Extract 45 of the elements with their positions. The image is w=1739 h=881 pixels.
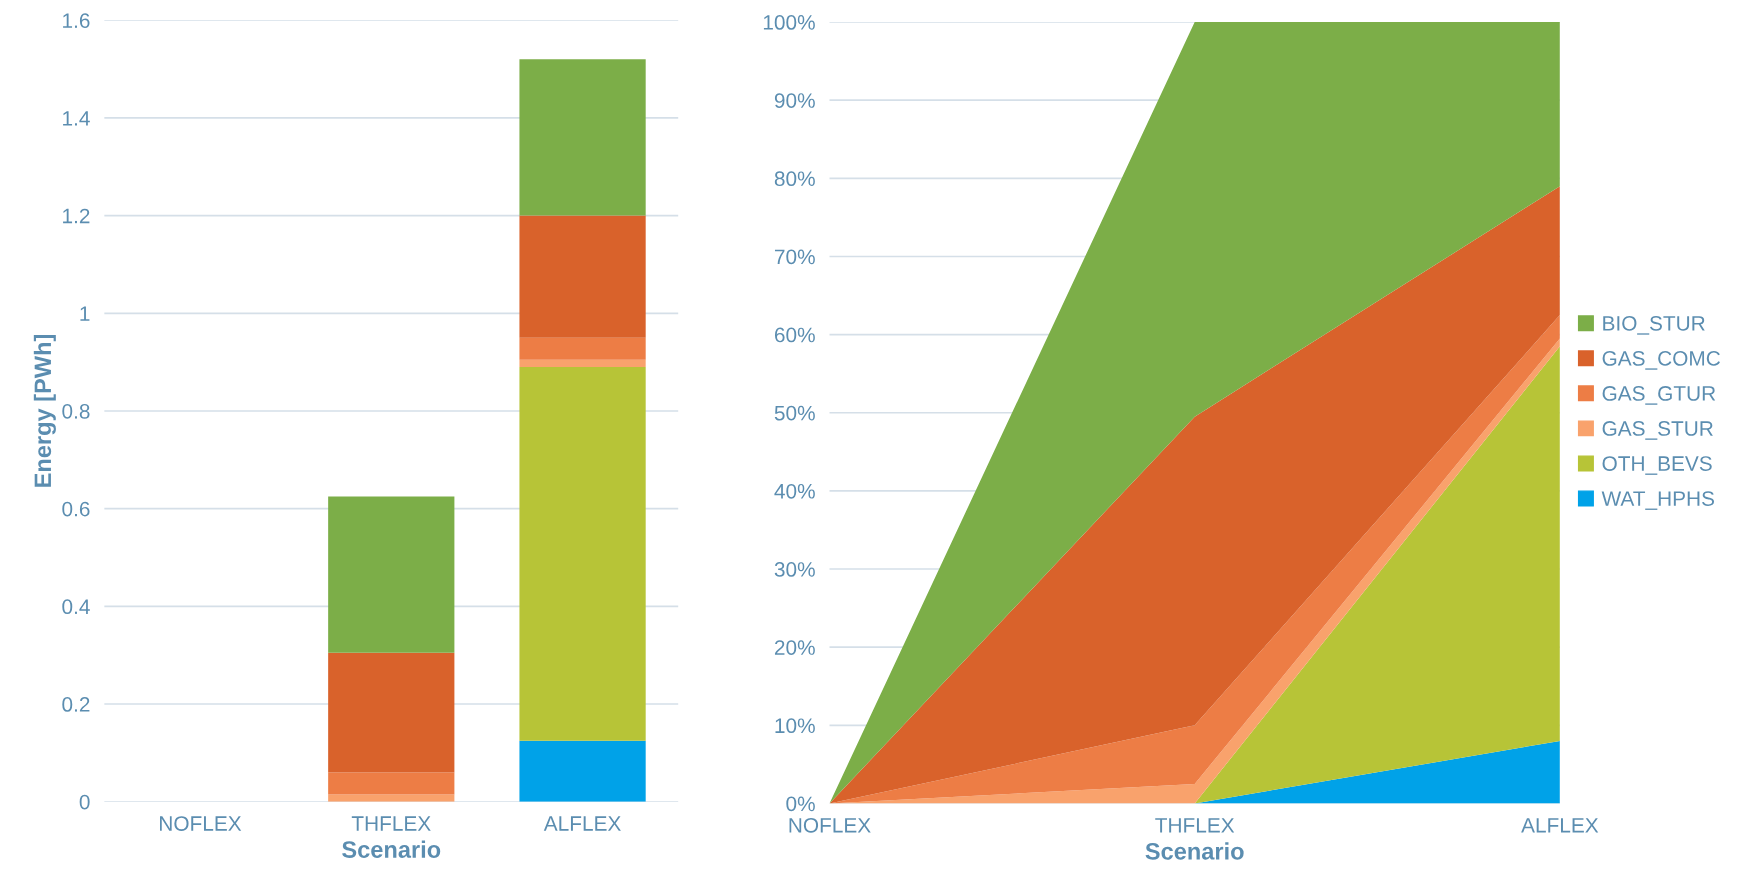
- x-tick-label: NOFLEX: [160, 816, 242, 831]
- bar: [519, 367, 646, 741]
- y-tick-label: 40%: [774, 483, 815, 499]
- y-tick-label: 70%: [774, 249, 815, 265]
- x-tick-label: THFLEX: [1155, 818, 1235, 833]
- x-tick-label: ALFLEX: [1521, 818, 1599, 833]
- bar: [328, 794, 455, 802]
- bar: [328, 772, 455, 795]
- y-tick-label: 30%: [774, 562, 815, 577]
- bar: [519, 740, 646, 802]
- legend-label: WAT_HPHS: [1601, 491, 1715, 510]
- x-tick-label: ALFLEX: [543, 816, 621, 831]
- y-tick-label: 1.4: [63, 111, 90, 126]
- y-tick-label: 0.6: [62, 501, 90, 517]
- y-tick-label: 20%: [774, 640, 815, 655]
- y-tick-label: 60%: [774, 327, 815, 343]
- bar: [328, 496, 455, 653]
- y-tick-label: 80%: [774, 171, 815, 187]
- bar: [519, 215, 646, 338]
- x-axis-title: Scenario: [1145, 842, 1244, 860]
- y-tick-label: 10%: [775, 718, 815, 734]
- y-axis-title: Energy [PWh]: [33, 334, 56, 487]
- y-tick-label: 0.4: [62, 599, 90, 615]
- x-tick-label: NOFLEX: [789, 817, 871, 833]
- y-tick-label: 0%: [786, 796, 815, 812]
- y-tick-label: 1: [80, 306, 90, 321]
- legend-label: OTH_BEVS: [1602, 456, 1712, 475]
- y-tick-label: 0.2: [62, 697, 90, 712]
- x-tick-label: THFLEX: [351, 816, 431, 831]
- y-tick-label: 0.8: [62, 403, 90, 419]
- y-tick-label: 100%: [763, 15, 815, 30]
- y-tick-label: 1.6: [63, 13, 90, 29]
- bar: [519, 337, 646, 360]
- bar: [519, 59, 646, 216]
- bar: [519, 359, 646, 368]
- y-tick-label: 0: [79, 794, 90, 810]
- legend-label: GAS_GTUR: [1602, 386, 1716, 405]
- legend-label: GAS_COMC: [1602, 351, 1720, 370]
- y-tick-label: 90%: [774, 93, 815, 108]
- y-tick-label: 50%: [774, 405, 815, 421]
- y-tick-label: 1.2: [63, 208, 90, 224]
- bar: [328, 652, 455, 773]
- legend-label: GAS_STUR: [1602, 421, 1713, 440]
- legend-label: BIO_STUR: [1603, 315, 1705, 335]
- x-axis-title: Scenario: [342, 840, 441, 858]
